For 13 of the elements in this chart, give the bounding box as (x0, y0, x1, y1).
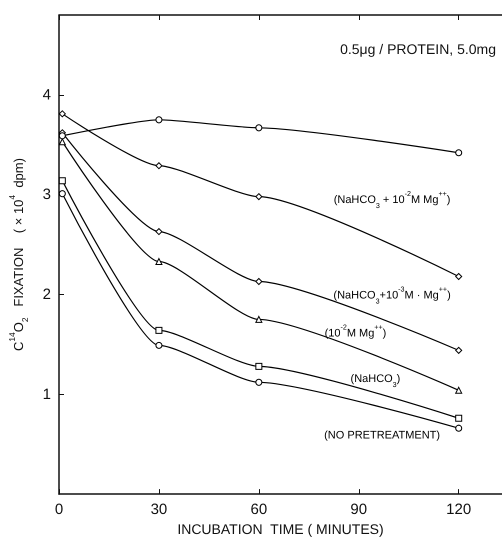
x-tick-label: 90 (350, 501, 368, 518)
x-axis-title: INCUBATION TIME ( MINUTES) (177, 521, 384, 537)
series-label: (NO PRETREATMENT) (324, 430, 440, 442)
y-tick-label: 4 (42, 86, 51, 104)
x-tick-label: 0 (54, 501, 64, 518)
x-tick-label: 60 (250, 501, 268, 518)
text: C14O2 FIXATION ( × 104 dpm) (7, 158, 30, 352)
annotation: 0.5μg / PROTEIN, 5.0mg (340, 41, 496, 57)
x-tick-label: 30 (150, 501, 168, 518)
y-tick-label: 3 (42, 186, 51, 204)
x-tick-label: 120 (446, 501, 472, 518)
y-tick-label: 1 (42, 386, 51, 403)
y-tick-label: 2 (42, 286, 51, 303)
